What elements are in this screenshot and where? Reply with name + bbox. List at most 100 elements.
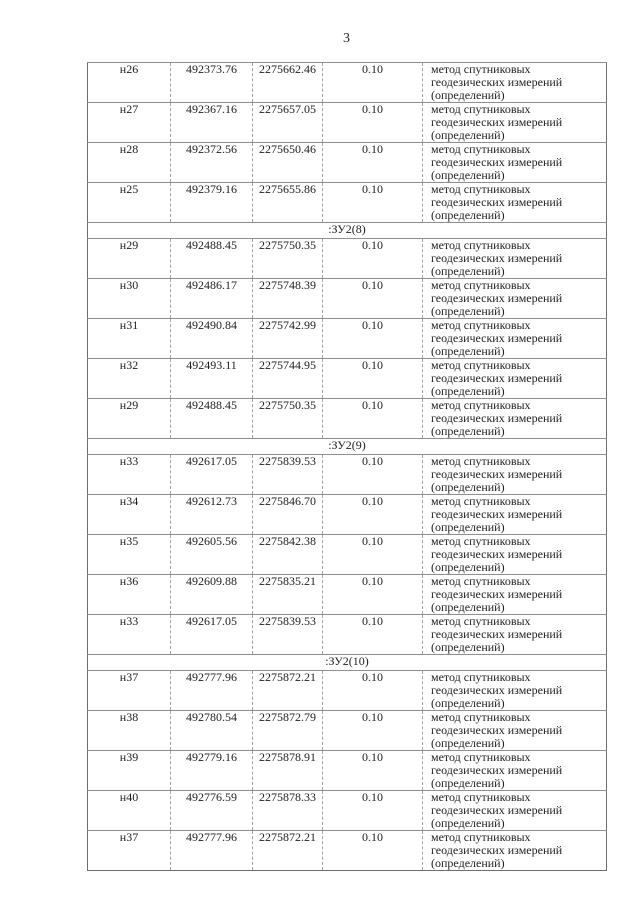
accuracy-cell: 0.10 bbox=[322, 142, 423, 183]
table-row: н39 492779.16 2275878.91 0.10 метод спутнико… bbox=[87, 750, 607, 791]
method-cell: метод спутниковых геодезических измерени… bbox=[422, 62, 607, 103]
point-name-cell: н29 bbox=[87, 398, 171, 439]
method-text: метод спутниковых геодезических измерени… bbox=[431, 750, 563, 790]
y-coordinate-cell: 2275750.35 bbox=[252, 398, 323, 439]
section-header: :ЗУ2(10) bbox=[87, 654, 607, 671]
table-row: н37 492777.96 2275872.21 0.10 метод спутнико… bbox=[87, 830, 607, 871]
method-text: метод спутниковых геодезических измерени… bbox=[431, 398, 563, 438]
y-coordinate-cell: 2275846.70 bbox=[252, 494, 323, 535]
point-name-cell: н34 bbox=[87, 494, 171, 535]
accuracy-cell: 0.10 bbox=[322, 398, 423, 439]
x-coordinate-cell: 492609.88 bbox=[170, 574, 253, 615]
point-name-cell: н37 bbox=[87, 670, 171, 711]
accuracy-cell: 0.10 bbox=[322, 670, 423, 711]
y-coordinate-cell: 2275872.21 bbox=[252, 830, 323, 871]
x-coordinate-cell: 492367.16 bbox=[170, 102, 253, 143]
accuracy-cell: 0.10 bbox=[322, 534, 423, 575]
y-coordinate-cell: 2275742.99 bbox=[252, 318, 323, 359]
y-coordinate-cell: 2275835.21 bbox=[252, 574, 323, 615]
method-cell: метод спутниковых геодезических измерени… bbox=[422, 710, 607, 751]
coordinate-table: н26 492373.76 2275662.46 0.10 метод спутнико… bbox=[87, 62, 607, 871]
page-number: 3 bbox=[343, 31, 350, 46]
method-text: метод спутниковых геодезических измерени… bbox=[431, 182, 563, 222]
x-coordinate-cell: 492488.45 bbox=[170, 238, 253, 279]
table-row: н33 492617.05 2275839.53 0.10 метод спутнико… bbox=[87, 454, 607, 495]
section-header-row: :ЗУ2(8) bbox=[87, 222, 607, 239]
point-name-cell: н25 bbox=[87, 182, 171, 223]
accuracy-cell: 0.10 bbox=[322, 278, 423, 319]
accuracy-cell: 0.10 bbox=[322, 710, 423, 751]
x-coordinate-cell: 492372.56 bbox=[170, 142, 253, 183]
table-row: н37 492777.96 2275872.21 0.10 метод спутнико… bbox=[87, 670, 607, 711]
y-coordinate-cell: 2275655.86 bbox=[252, 182, 323, 223]
section-header: :ЗУ2(8) bbox=[87, 222, 607, 239]
point-name-cell: н29 bbox=[87, 238, 171, 279]
x-coordinate-cell: 492488.45 bbox=[170, 398, 253, 439]
x-coordinate-cell: 492612.73 bbox=[170, 494, 253, 535]
method-cell: метод спутниковых геодезических измерени… bbox=[422, 278, 607, 319]
point-name-cell: н38 bbox=[87, 710, 171, 751]
point-name-cell: н28 bbox=[87, 142, 171, 183]
method-text: метод спутниковых геодезических измерени… bbox=[431, 102, 563, 142]
y-coordinate-cell: 2275750.35 bbox=[252, 238, 323, 279]
table-row: н32 492493.11 2275744.95 0.10 метод спутнико… bbox=[87, 358, 607, 399]
method-cell: метод спутниковых геодезических измерени… bbox=[422, 534, 607, 575]
table-row: н30 492486.17 2275748.39 0.10 метод спутнико… bbox=[87, 278, 607, 319]
x-coordinate-cell: 492777.96 bbox=[170, 670, 253, 711]
method-cell: метод спутниковых геодезических измерени… bbox=[422, 102, 607, 143]
method-cell: метод спутниковых геодезических измерени… bbox=[422, 574, 607, 615]
y-coordinate-cell: 2275878.33 bbox=[252, 790, 323, 831]
point-name-cell: н26 bbox=[87, 62, 171, 103]
x-coordinate-cell: 492777.96 bbox=[170, 830, 253, 871]
x-coordinate-cell: 492780.54 bbox=[170, 710, 253, 751]
method-cell: метод спутниковых геодезических измерени… bbox=[422, 750, 607, 791]
section-header-row: :ЗУ2(10) bbox=[87, 654, 607, 671]
table-row: н40 492776.59 2275878.33 0.10 метод спутнико… bbox=[87, 790, 607, 831]
point-name-cell: н31 bbox=[87, 318, 171, 359]
point-name-cell: н39 bbox=[87, 750, 171, 791]
x-coordinate-cell: 492486.17 bbox=[170, 278, 253, 319]
method-cell: метод спутниковых геодезических измерени… bbox=[422, 830, 607, 871]
accuracy-cell: 0.10 bbox=[322, 102, 423, 143]
accuracy-cell: 0.10 bbox=[322, 358, 423, 399]
x-coordinate-cell: 492493.11 bbox=[170, 358, 253, 399]
method-cell: метод спутниковых геодезических измерени… bbox=[422, 238, 607, 279]
accuracy-cell: 0.10 bbox=[322, 182, 423, 223]
table-row: н36 492609.88 2275835.21 0.10 метод спутнико… bbox=[87, 574, 607, 615]
point-name-cell: н36 bbox=[87, 574, 171, 615]
method-cell: метод спутниковых геодезических измерени… bbox=[422, 182, 607, 223]
y-coordinate-cell: 2275839.53 bbox=[252, 614, 323, 655]
y-coordinate-cell: 2275662.46 bbox=[252, 62, 323, 103]
method-text: метод спутниковых геодезических измерени… bbox=[431, 670, 563, 710]
x-coordinate-cell: 492605.56 bbox=[170, 534, 253, 575]
table-row: н29 492488.45 2275750.35 0.10 метод спутнико… bbox=[87, 238, 607, 279]
method-cell: метод спутниковых геодезических измерени… bbox=[422, 494, 607, 535]
method-text: метод спутниковых геодезических измерени… bbox=[431, 278, 563, 318]
method-cell: метод спутниковых геодезических измерени… bbox=[422, 790, 607, 831]
y-coordinate-cell: 2275650.46 bbox=[252, 142, 323, 183]
method-text: метод спутниковых геодезических измерени… bbox=[431, 710, 563, 750]
method-text: метод спутниковых геодезических измерени… bbox=[431, 494, 563, 534]
method-text: метод спутниковых геодезических измерени… bbox=[431, 534, 563, 574]
accuracy-cell: 0.10 bbox=[322, 830, 423, 871]
method-cell: метод спутниковых геодезических измерени… bbox=[422, 614, 607, 655]
point-name-cell: н27 bbox=[87, 102, 171, 143]
accuracy-cell: 0.10 bbox=[322, 574, 423, 615]
table-row: н38 492780.54 2275872.79 0.10 метод спутнико… bbox=[87, 710, 607, 751]
point-name-cell: н40 bbox=[87, 790, 171, 831]
x-coordinate-cell: 492490.84 bbox=[170, 318, 253, 359]
method-text: метод спутниковых геодезических измерени… bbox=[431, 318, 563, 358]
section-header: :ЗУ2(9) bbox=[87, 438, 607, 455]
accuracy-cell: 0.10 bbox=[322, 454, 423, 495]
x-coordinate-cell: 492379.16 bbox=[170, 182, 253, 223]
method-text: метод спутниковых геодезических измерени… bbox=[431, 142, 563, 182]
accuracy-cell: 0.10 bbox=[322, 750, 423, 791]
y-coordinate-cell: 2275839.53 bbox=[252, 454, 323, 495]
table-row: н34 492612.73 2275846.70 0.10 метод спутнико… bbox=[87, 494, 607, 535]
accuracy-cell: 0.10 bbox=[322, 494, 423, 535]
method-text: метод спутниковых геодезических измерени… bbox=[431, 62, 563, 102]
method-text: метод спутниковых геодезических измерени… bbox=[431, 454, 563, 494]
x-coordinate-cell: 492617.05 bbox=[170, 454, 253, 495]
point-name-cell: н37 bbox=[87, 830, 171, 871]
